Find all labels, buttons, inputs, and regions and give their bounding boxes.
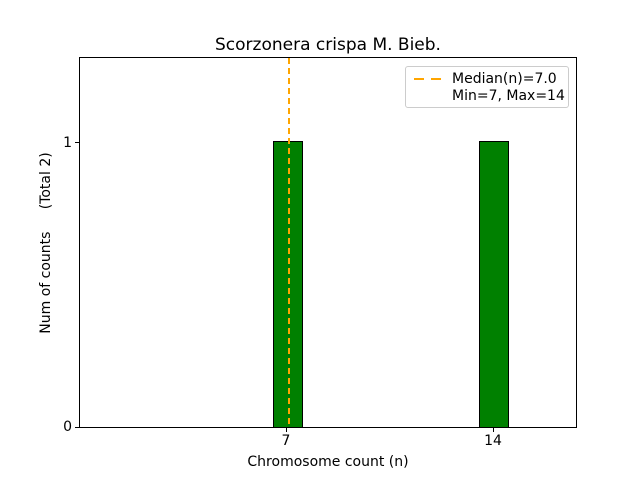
legend-label-median: Median(n)=7.0 [452,70,557,87]
legend-empty-handle [414,95,442,97]
legend-entry-minmax: Min=7, Max=14 [414,87,565,104]
plot-area [79,57,577,428]
median-line [287,58,290,427]
x-tick-mark-7 [286,428,287,432]
x-axis-label: Chromosome count (n) [247,454,409,470]
x-tick-label-14: 14 [484,433,502,449]
y-axis-label: Num of counts (Total 2) [38,152,54,334]
y-tick-mark-0 [75,427,79,428]
median-dashed-line-icon [414,77,442,80]
y-tick-label-0: 0 [63,419,72,435]
legend-entry-median: Median(n)=7.0 [414,70,560,87]
legend: Median(n)=7.0 Min=7, Max=14 [405,66,569,108]
y-tick-mark-1 [75,142,79,143]
x-tick-mark-14 [493,428,494,432]
legend-label-minmax: Min=7, Max=14 [452,87,565,104]
y-tick-label-1: 1 [63,135,72,151]
chart-title: Scorzonera crispa M. Bieb. [215,35,441,55]
x-tick-label-7: 7 [281,433,291,449]
bar-n14 [479,141,509,427]
